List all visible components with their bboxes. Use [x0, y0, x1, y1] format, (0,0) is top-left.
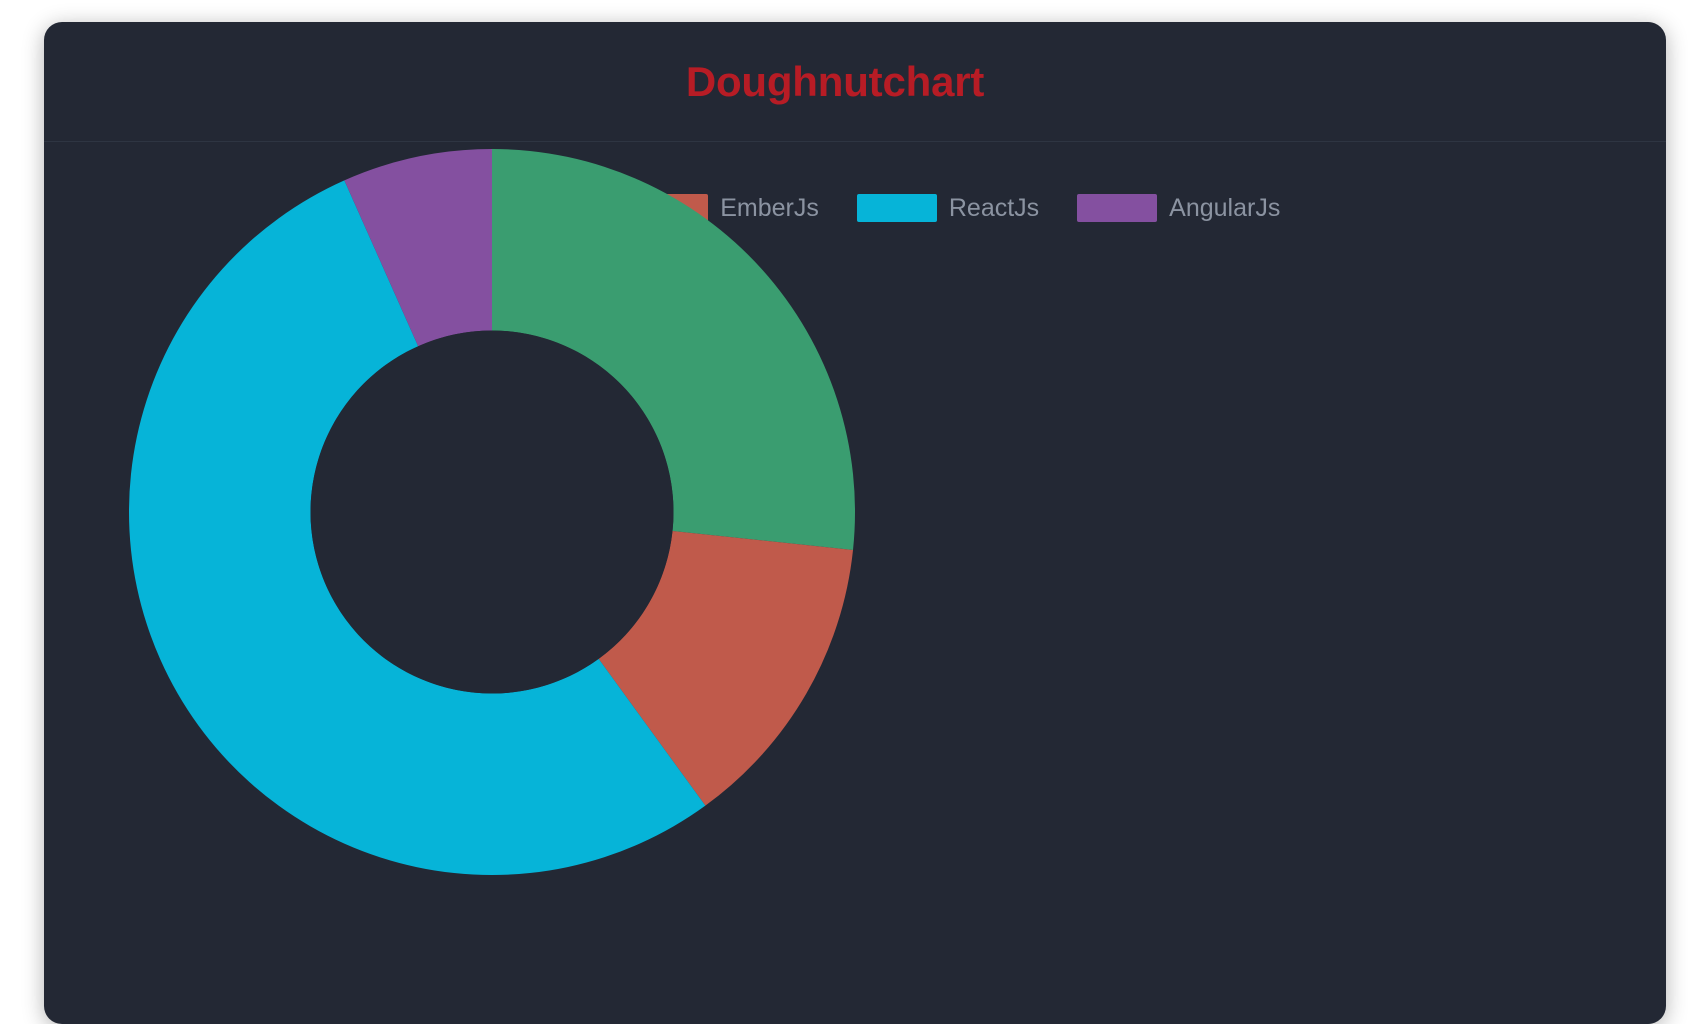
legend-label: EmberJs: [720, 193, 819, 222]
page-title: Doughnutchart: [685, 57, 985, 105]
chart-plot-area: [44, 142, 1666, 1023]
legend-swatch-icon: [1077, 194, 1158, 222]
legend-label: AngularJs: [1169, 193, 1281, 222]
doughnut-chart-card: Doughnutchart VueJs EmberJs ReactJs: [44, 22, 1666, 1024]
doughnut-chart[interactable]: [122, 142, 862, 882]
legend-item-angularjs[interactable]: AngularJs: [1077, 194, 1280, 222]
legend-label: ReactJs: [948, 193, 1040, 222]
card-body: VueJs EmberJs ReactJs AngularJs: [44, 142, 1666, 1023]
legend-item-reactjs[interactable]: ReactJs: [856, 193, 1040, 222]
doughnut-hole: [310, 330, 674, 694]
doughnut-slice-vuejs[interactable]: [492, 149, 855, 550]
doughnut-slice-reactjs[interactable]: [128, 180, 706, 876]
card-header: Doughnutchart: [44, 22, 1666, 142]
legend-swatch-icon: [856, 194, 937, 222]
doughnut-slice-angularjs[interactable]: [344, 149, 492, 347]
doughnut-slice-emberjs[interactable]: [598, 530, 854, 806]
